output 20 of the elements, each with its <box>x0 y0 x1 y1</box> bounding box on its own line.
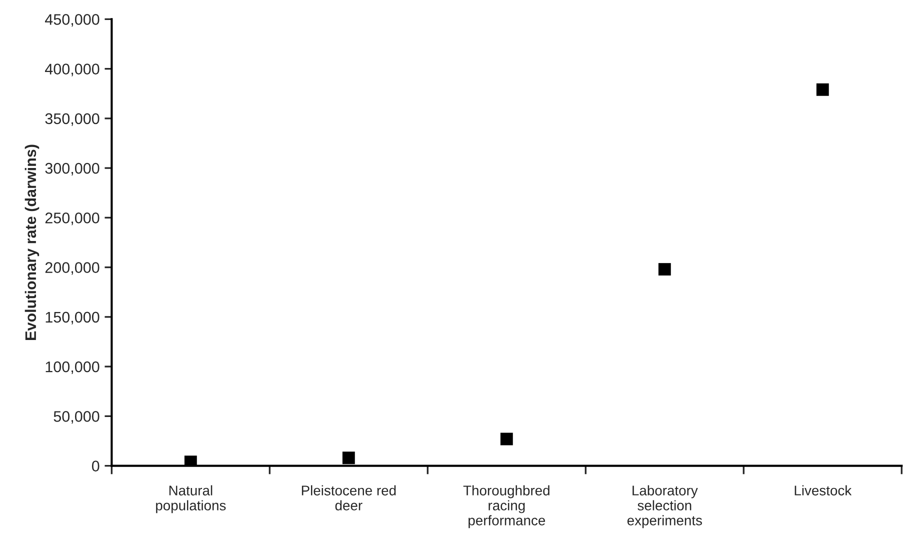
y-tick-label: 350,000 <box>45 113 100 126</box>
x-tick-label: Natural populations <box>156 485 226 514</box>
y-tick-label: 300,000 <box>45 162 100 176</box>
point <box>816 83 829 96</box>
y-tick-label: 150,000 <box>46 312 100 324</box>
point <box>500 432 513 446</box>
y-tick-label: 200,000 <box>45 262 100 275</box>
y-tick-label: 450,000 <box>45 14 100 27</box>
y-tick-label: 0 <box>92 460 100 472</box>
point <box>658 263 671 276</box>
x-tick-label: Laboratory selection experiments <box>627 485 702 528</box>
y-tick-label: 100,000 <box>46 361 100 374</box>
y-tick-label: 250,000 <box>45 212 100 226</box>
y-tick-label: 400,000 <box>45 64 100 76</box>
y-tick-label: 50,000 <box>54 411 100 424</box>
y-axis-title: Evolutionary rate (darwins) <box>24 144 40 340</box>
x-tick-label: Thoroughbred racing performance <box>463 485 550 528</box>
x-tick-label: Pleistocene red deer <box>302 485 396 510</box>
x-tick-label: Livestock <box>794 485 852 496</box>
point <box>342 452 355 464</box>
